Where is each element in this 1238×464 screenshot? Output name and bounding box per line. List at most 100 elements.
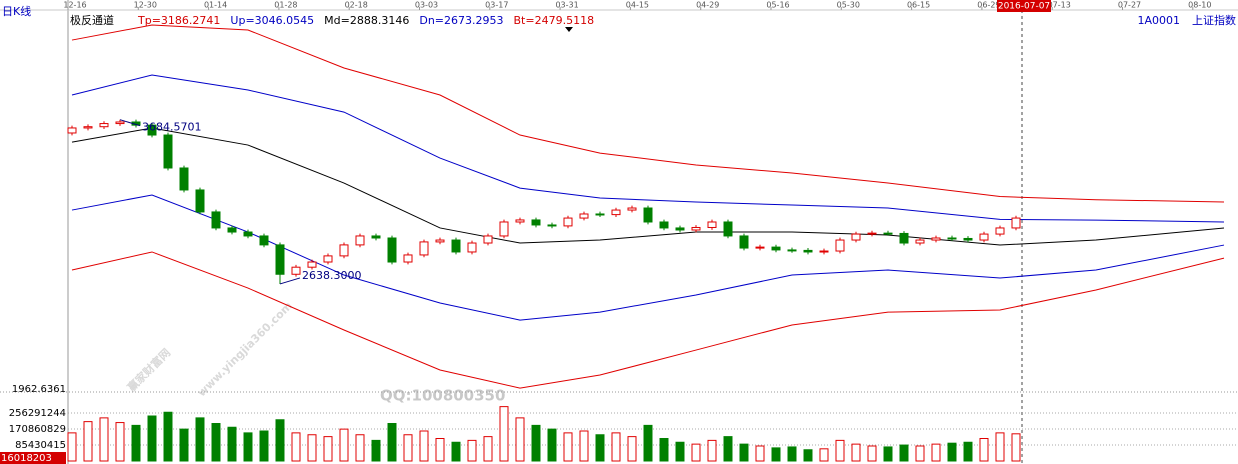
x-tick-label: 08-10 — [1188, 1, 1211, 10]
volume-bar — [611, 432, 621, 462]
candle-body — [99, 123, 109, 128]
candle-body — [419, 241, 429, 256]
x-tick-label: 12-30 — [134, 1, 157, 10]
watermark-qq: QQ:100800350 — [380, 387, 505, 405]
volume-bar — [851, 443, 861, 462]
volume-bar — [691, 443, 701, 462]
candle-body — [691, 226, 701, 231]
dropdown-arrow[interactable] — [565, 27, 573, 32]
candle-body — [915, 239, 925, 244]
candle-body — [531, 219, 541, 226]
volume-bar — [899, 444, 909, 462]
candle-body — [339, 244, 349, 257]
x-tick-label: 06-15 — [907, 1, 930, 10]
index-name: 上证指数 — [1192, 13, 1236, 27]
candle-body — [947, 237, 957, 240]
volume-bar — [419, 430, 429, 462]
x-tick-label: 01-28 — [274, 1, 297, 10]
candle-body — [547, 224, 557, 227]
volume-bar — [867, 445, 877, 462]
volume-tick-label: 256291244 — [9, 408, 66, 419]
candle-body — [707, 221, 717, 228]
volume-bar — [275, 419, 285, 462]
candle-body — [787, 249, 797, 252]
candle-body — [227, 227, 237, 233]
volume-bar — [259, 430, 269, 462]
volume-bar — [371, 439, 381, 462]
band-line — [71, 251, 1225, 389]
volume-bar — [291, 432, 301, 462]
volume-bar — [211, 423, 221, 462]
annotation-line — [279, 277, 301, 285]
volume-bar — [99, 417, 109, 462]
candle-body — [595, 213, 605, 216]
candle-body — [291, 266, 301, 275]
volume-current-box — [0, 452, 66, 464]
volume-bar — [787, 446, 797, 462]
candle-body — [515, 219, 525, 223]
volume-bar — [243, 432, 253, 462]
candle-body — [195, 189, 205, 213]
x-tick-label: 03-17 — [485, 1, 508, 10]
candle-body — [659, 221, 669, 229]
volume-bar — [995, 432, 1005, 462]
indicator-name: 极反通道 — [70, 13, 114, 27]
candle-body — [739, 235, 749, 249]
volume-bar — [451, 441, 461, 462]
volume-bar — [467, 439, 477, 462]
candle-body — [403, 254, 413, 263]
candle-body — [387, 237, 397, 263]
candle-body — [979, 233, 989, 241]
volume-bar — [515, 417, 525, 462]
band-line — [71, 127, 1225, 246]
volume-bar — [627, 436, 637, 462]
volume-bar — [835, 439, 845, 462]
volume-bar — [387, 423, 397, 462]
candle-body — [995, 227, 1005, 235]
volume-bar — [307, 434, 317, 462]
volume-bar — [403, 434, 413, 462]
candle-body — [371, 235, 381, 239]
x-tick-label: 12-16 — [63, 1, 86, 10]
volume-bar — [915, 445, 925, 462]
volume-bar — [115, 422, 125, 462]
volume-bar — [67, 432, 77, 462]
volume-bar — [979, 438, 989, 462]
candle-body — [867, 232, 877, 235]
band-line — [71, 24, 1225, 203]
candle-body — [83, 126, 93, 129]
volume-bar — [659, 438, 669, 462]
candle-body — [451, 239, 461, 253]
x-tick-label: 05-30 — [837, 1, 860, 10]
candle-body — [1011, 217, 1021, 229]
candle-body — [579, 213, 589, 219]
candle-body — [771, 246, 781, 251]
volume-bar — [643, 424, 653, 462]
volume-bar — [339, 428, 349, 462]
x-tick-label: 04-29 — [696, 1, 719, 10]
volume-bar — [483, 436, 493, 462]
candle-body — [675, 227, 685, 231]
volume-bar — [563, 432, 573, 462]
candle-body — [883, 232, 893, 235]
candle-body — [275, 244, 285, 275]
volume-tick-label: 170860829 — [9, 424, 66, 435]
candle-body — [483, 235, 493, 244]
x-tick-label: 04-15 — [626, 1, 649, 10]
candle-body — [467, 242, 477, 253]
volume-bar — [131, 424, 141, 462]
volume-bar — [435, 438, 445, 462]
volume-bar — [195, 417, 205, 462]
candle-body — [643, 207, 653, 223]
volume-tick-label: 85430415 — [15, 440, 66, 451]
annotation-label: 3684.5701 — [142, 121, 202, 134]
cursor-date-box — [997, 0, 1051, 12]
header-label: Up=3046.0545 — [230, 14, 314, 27]
x-tick-label: 07-13 — [1048, 1, 1071, 10]
volume-bar — [595, 434, 605, 462]
x-tick-label: 02-18 — [345, 1, 368, 10]
header-label: Dn=2673.2953 — [419, 14, 503, 27]
